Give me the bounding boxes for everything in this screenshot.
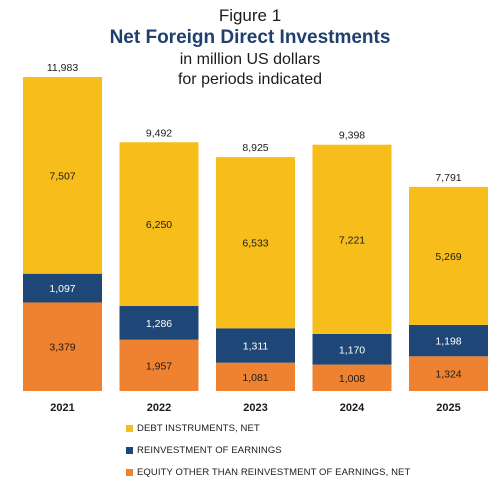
- value-label-reinvestment-2023: 1,311: [243, 340, 269, 352]
- bar-segment-reinvestment-2023: [216, 328, 295, 363]
- bar-segment-debt-2025: [409, 186, 488, 325]
- figure-label: Figure 1: [218, 6, 282, 25]
- value-label-debt-2023: 6,533: [242, 238, 268, 250]
- x-tick-label-2024: 2024: [340, 402, 365, 414]
- legend-label-equity: EQUITY OTHER THAN REINVESTMENT OF EARNIN…: [137, 466, 411, 478]
- value-label-debt-2022: 6,250: [146, 219, 172, 231]
- legend-label-debt: DEBT INSTRUMENTS, NET: [137, 422, 260, 434]
- value-label-reinvestment-2021: 1,097: [49, 283, 75, 295]
- total-label-2021: 11,983: [47, 62, 78, 74]
- x-tick-label-2022: 2022: [147, 402, 171, 414]
- chart-subtitle-line-1: in million US dollars: [179, 51, 321, 68]
- chart-title-block: Figure 1 Net Foreign Direct Investments …: [0, 6, 500, 90]
- bar-segment-equity-2025: [409, 356, 488, 391]
- chart-legend: DEBT INSTRUMENTS, NET REINVESTMENT OF EA…: [126, 420, 486, 486]
- bar-segment-debt-2021: [23, 77, 102, 274]
- legend-label-reinvestment: REINVESTMENT OF EARNINGS: [137, 444, 282, 456]
- value-label-reinvestment-2024: 1,170: [339, 344, 365, 356]
- total-label-2024: 9,398: [339, 130, 365, 142]
- chart-subtitle-line-2: for periods indicated: [177, 71, 323, 88]
- value-label-equity-2022: 1,957: [146, 360, 172, 372]
- value-label-equity-2023: 1,081: [242, 372, 268, 384]
- value-label-reinvestment-2022: 1,286: [146, 318, 172, 330]
- total-label-2025: 7,791: [435, 172, 461, 184]
- total-label-2023: 8,925: [242, 142, 268, 154]
- value-label-debt-2021: 7,507: [49, 170, 75, 182]
- legend-swatch-debt: [126, 424, 133, 432]
- bar-segment-equity-2023: [216, 362, 295, 391]
- value-label-debt-2024: 7,221: [339, 234, 365, 246]
- chart-title: Net Foreign Direct Investments: [109, 27, 391, 48]
- bar-segment-equity-2021: [23, 302, 102, 391]
- value-label-equity-2024: 1,008: [339, 373, 365, 385]
- value-label-debt-2025: 5,269: [435, 251, 461, 263]
- legend-swatch-reinvestment: [126, 446, 133, 454]
- bar-segment-reinvestment-2025: [409, 324, 488, 357]
- bar-segment-equity-2022: [119, 339, 199, 391]
- bar-segment-reinvestment-2022: [119, 306, 199, 340]
- total-label-2022: 9,492: [146, 127, 172, 139]
- bar-segment-debt-2022: [119, 142, 199, 307]
- x-tick-label-2025: 2025: [436, 402, 460, 414]
- value-label-equity-2021: 3,379: [49, 342, 75, 354]
- bar-segment-debt-2023: [216, 157, 295, 329]
- bar-segment-equity-2024: [312, 364, 392, 391]
- x-tick-label-2023: 2023: [243, 402, 267, 414]
- value-label-reinvestment-2025: 1,198: [435, 336, 461, 348]
- bar-segment-reinvestment-2024: [312, 333, 392, 365]
- bar-segment-debt-2024: [312, 144, 392, 334]
- x-tick-label-2021: 2021: [50, 402, 74, 414]
- legend-swatch-equity: [126, 468, 133, 476]
- legend-item-debt: DEBT INSTRUMENTS, NET: [126, 420, 486, 436]
- legend-item-equity: EQUITY OTHER THAN REINVESTMENT OF EARNIN…: [126, 464, 486, 480]
- legend-item-reinvestment: REINVESTMENT OF EARNINGS: [126, 442, 486, 458]
- value-label-equity-2025: 1,324: [435, 369, 461, 381]
- bar-segment-reinvestment-2021: [23, 273, 102, 303]
